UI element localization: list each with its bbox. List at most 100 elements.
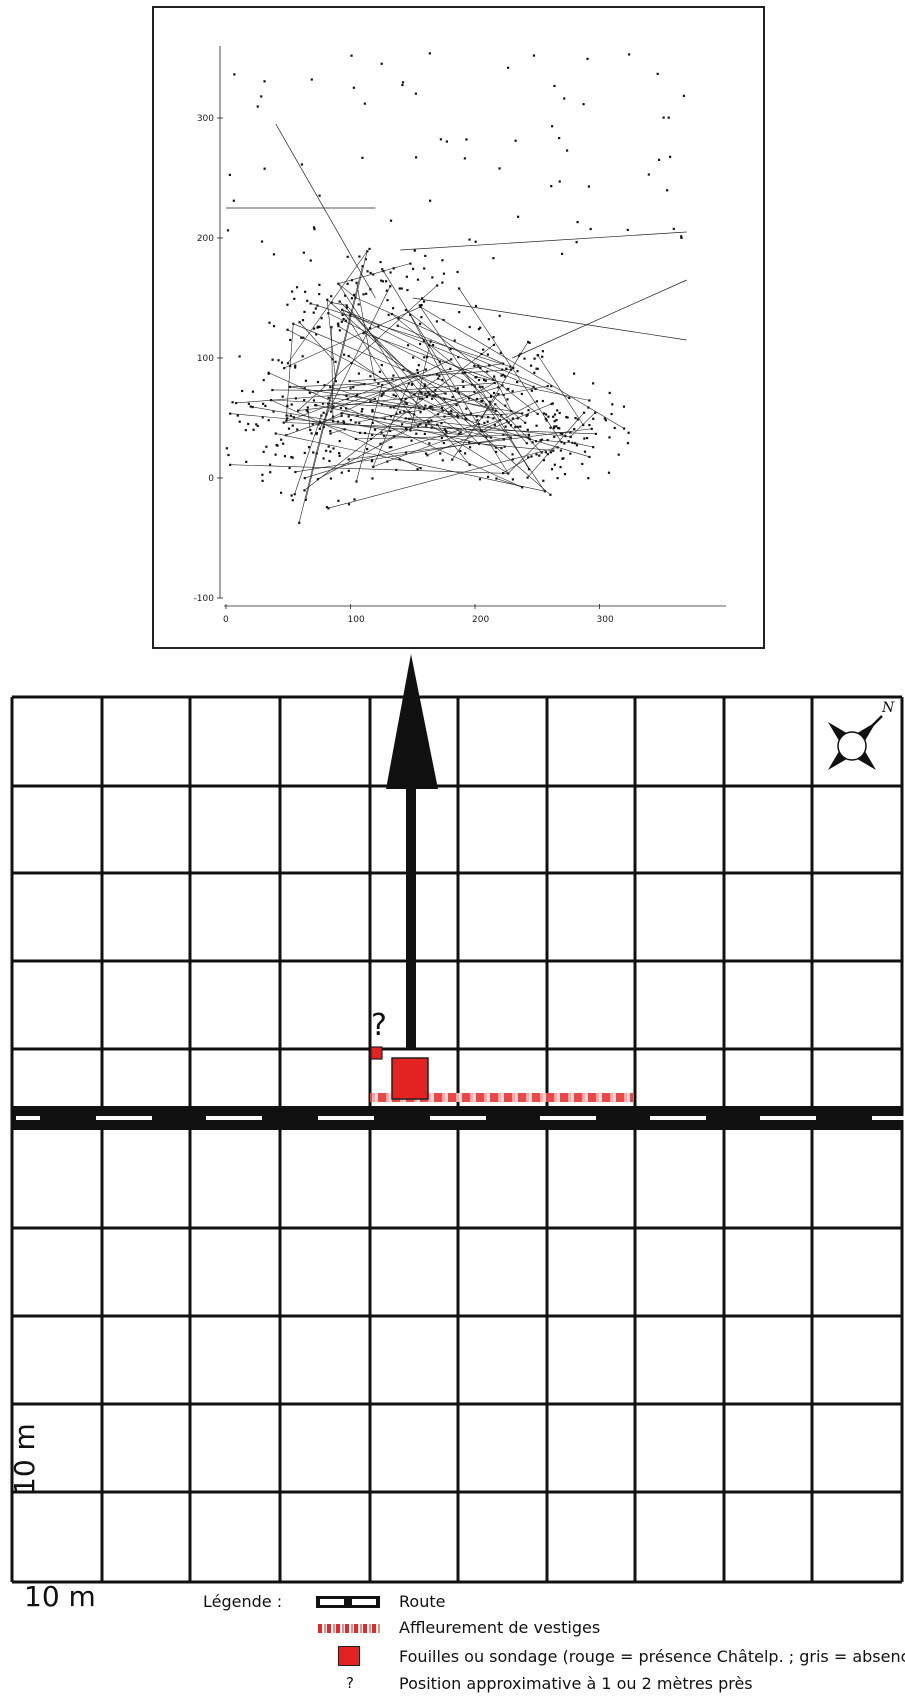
scatter-point [451, 395, 454, 399]
scatter-point [487, 338, 490, 341]
scatter-point [473, 390, 476, 393]
scatter-point [516, 381, 519, 384]
scatter-point [511, 390, 514, 393]
scatter-point [441, 259, 444, 262]
scatter-point [495, 450, 498, 454]
scatter-point [413, 249, 416, 252]
scatter-point [264, 404, 267, 408]
scatter-point [419, 411, 422, 414]
refit-line [420, 306, 625, 429]
scatter-point [541, 399, 544, 403]
scatter-point [420, 297, 424, 300]
scatter-point [492, 378, 495, 381]
scatter-point [267, 419, 270, 422]
refit-line [355, 297, 504, 364]
scatter-point [304, 498, 307, 501]
scatter-point [293, 493, 296, 496]
scatter-point [505, 367, 508, 370]
scatter-point [527, 409, 530, 412]
scatter-point [468, 397, 471, 400]
refit-line [317, 382, 495, 480]
scatter-point [538, 454, 541, 457]
scatter-point [313, 228, 316, 231]
scatter-point [232, 199, 235, 202]
scatter-point [482, 378, 486, 381]
scatter-point [521, 412, 524, 415]
scatter-point [358, 255, 361, 258]
refit-line [496, 478, 523, 488]
refit-line [356, 384, 383, 482]
scatter-point [368, 247, 371, 251]
scale-y-label: 10 m [8, 1423, 41, 1495]
scatter-point [252, 428, 255, 431]
road-dash [430, 1116, 486, 1120]
refit-line [284, 306, 421, 369]
scatter-point [444, 392, 447, 395]
refit-line [512, 279, 687, 359]
scatter-point [485, 435, 488, 438]
scatter-point [398, 287, 401, 290]
scatter-point [409, 262, 412, 265]
refit-line [236, 382, 495, 404]
scatter-point [424, 368, 427, 371]
scatter-point [398, 458, 401, 461]
refit-line [275, 433, 545, 492]
scatter-point [424, 452, 428, 455]
scatter-point [287, 427, 291, 430]
scatter-point [431, 394, 434, 397]
scatter-point [291, 424, 294, 427]
scatter-point [529, 364, 533, 367]
scatter-point [550, 468, 554, 471]
scatter-point [590, 427, 593, 430]
scatter-point [459, 431, 462, 434]
scatter-point [290, 455, 293, 459]
scatter-point [318, 293, 321, 296]
refit-line [341, 412, 529, 438]
scatter-point [504, 404, 507, 407]
scatter-point [468, 446, 472, 449]
scatter-point [572, 372, 576, 375]
scatter-point [465, 418, 468, 421]
scatter-point [334, 380, 337, 383]
scatter-point [492, 343, 496, 346]
scatter-point [238, 420, 241, 423]
scatter-point [550, 125, 554, 128]
scatter-point [338, 439, 341, 443]
scatter-point [583, 437, 586, 440]
scatter-point [289, 338, 292, 341]
scatter-point [296, 428, 299, 431]
scatter-point [613, 426, 616, 430]
scatter-point [526, 428, 529, 431]
scatter-point [561, 432, 564, 436]
scatter-point [329, 450, 332, 453]
refit-line [297, 285, 438, 411]
scatter-point [416, 468, 419, 471]
scatter-point [447, 412, 450, 415]
refit-line [286, 415, 342, 436]
scatter-point [386, 299, 389, 302]
scatter-point [469, 412, 472, 415]
scatter-point [419, 467, 422, 470]
refit-line [230, 464, 509, 474]
scatter-point [361, 156, 364, 159]
scatter-point [628, 53, 631, 56]
scatter-point [406, 289, 409, 292]
scatter-point [519, 425, 522, 428]
scatter-point [545, 419, 548, 422]
scatter-point [530, 455, 533, 458]
scatter-point [583, 450, 587, 453]
scatter-point [316, 380, 320, 384]
scatter-point [492, 336, 495, 339]
scatter-point [509, 424, 513, 427]
scatter-point [558, 180, 561, 183]
scatter-point [391, 307, 395, 310]
scatter-point [559, 449, 563, 452]
scatter-point [425, 424, 428, 427]
scatter-point [415, 432, 418, 435]
road-dash [16, 1116, 40, 1120]
scatter-point [272, 325, 276, 328]
refit-line [304, 423, 479, 479]
scatter-point [272, 253, 276, 256]
scatter-point [611, 403, 614, 406]
scatter-point [233, 73, 236, 76]
